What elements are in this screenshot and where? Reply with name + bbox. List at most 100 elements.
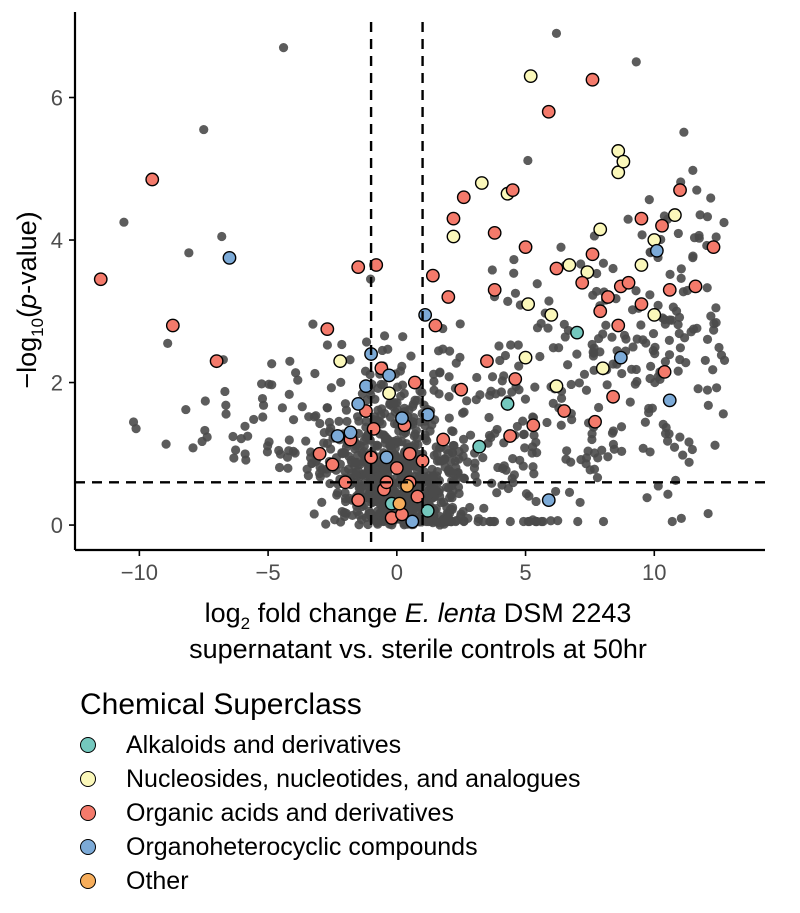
data-point — [662, 283, 677, 297]
background-point — [370, 394, 380, 404]
data-point — [93, 272, 108, 287]
background-point — [406, 351, 416, 361]
data-point — [145, 172, 160, 187]
background-point — [688, 165, 698, 175]
data-point — [688, 279, 703, 294]
background-point — [487, 372, 498, 382]
legend-title: Chemical Superclass — [80, 688, 362, 721]
background-point — [543, 323, 553, 333]
background-point — [531, 496, 541, 507]
background-point — [627, 364, 637, 374]
background-point — [575, 497, 585, 508]
background-point — [708, 365, 718, 375]
background-point — [637, 230, 647, 240]
data-point — [405, 514, 420, 529]
data-point — [503, 429, 518, 443]
background-point — [257, 393, 268, 404]
background-point — [431, 516, 441, 527]
data-point — [446, 229, 461, 244]
background-point — [326, 444, 336, 454]
legend-label: Nucleosides, nucleotides, and analogues — [126, 764, 581, 793]
background-point — [528, 462, 538, 472]
background-point — [274, 462, 285, 473]
y-tick-label: 2 — [51, 371, 63, 396]
background-point — [719, 355, 730, 366]
legend-label: Organic acids and derivatives — [126, 798, 454, 827]
background-point — [217, 231, 227, 242]
data-point — [601, 290, 615, 304]
data-point — [222, 250, 237, 265]
x-tick-label: 5 — [519, 560, 531, 585]
background-point — [372, 441, 383, 451]
background-point — [200, 396, 210, 406]
background-point — [221, 409, 231, 419]
data-point — [436, 432, 451, 447]
background-point — [623, 214, 633, 224]
data-point — [706, 240, 721, 255]
background-point — [336, 377, 346, 387]
background-point — [228, 431, 238, 442]
data-point — [549, 379, 564, 394]
background-point — [621, 334, 631, 344]
background-point — [702, 212, 713, 222]
background-point — [688, 251, 698, 261]
background-point — [592, 268, 602, 279]
data-point — [472, 439, 487, 454]
background-point — [221, 400, 231, 410]
background-point — [718, 409, 728, 419]
background-point — [658, 419, 668, 429]
background-point — [684, 457, 694, 467]
background-point — [581, 453, 592, 463]
background-point — [284, 389, 294, 399]
legend-label: Other — [126, 866, 189, 895]
background-point — [317, 465, 327, 475]
background-point — [383, 344, 393, 354]
background-point — [548, 398, 558, 408]
background-point — [322, 403, 333, 413]
data-point — [389, 461, 404, 475]
background-point — [459, 407, 469, 417]
background-point — [402, 461, 413, 471]
background-point — [472, 477, 482, 487]
data-point — [613, 350, 628, 365]
data-point — [351, 493, 366, 508]
background-point — [447, 468, 458, 478]
data-point — [382, 368, 397, 383]
background-point — [702, 334, 713, 344]
background-point — [429, 385, 439, 395]
background-point — [642, 493, 652, 503]
x-axis-ticks: −10 −5 0 5 10 — [121, 550, 667, 585]
data-point — [562, 258, 577, 272]
data-point — [402, 446, 417, 461]
background-point — [444, 392, 454, 402]
background-point — [487, 265, 497, 275]
data-point — [487, 226, 502, 240]
background-point — [603, 452, 613, 462]
background-point — [455, 352, 465, 363]
background-point — [679, 127, 689, 137]
data-point — [446, 211, 461, 226]
data-point — [616, 154, 631, 169]
background-point — [341, 508, 351, 518]
background-point — [284, 435, 294, 445]
x-tick-label: 10 — [642, 560, 666, 585]
data-point — [634, 258, 649, 272]
background-point — [319, 427, 329, 438]
background-point — [491, 389, 501, 399]
legend-label: Alkaloids and derivatives — [126, 730, 402, 759]
background-point — [392, 435, 402, 445]
data-point — [647, 307, 662, 322]
background-point — [702, 283, 712, 293]
data-point — [667, 208, 682, 222]
background-point — [340, 399, 351, 409]
background-point — [379, 331, 390, 341]
background-point — [317, 497, 327, 507]
x-axis-title-strain: DSM 2243 — [496, 598, 631, 628]
background-point — [497, 376, 507, 386]
background-point — [309, 509, 319, 519]
legend-key-organic-acids — [80, 805, 96, 821]
data-point — [418, 307, 433, 322]
background-point — [714, 342, 724, 353]
background-point — [506, 340, 516, 350]
background-point — [607, 332, 617, 342]
